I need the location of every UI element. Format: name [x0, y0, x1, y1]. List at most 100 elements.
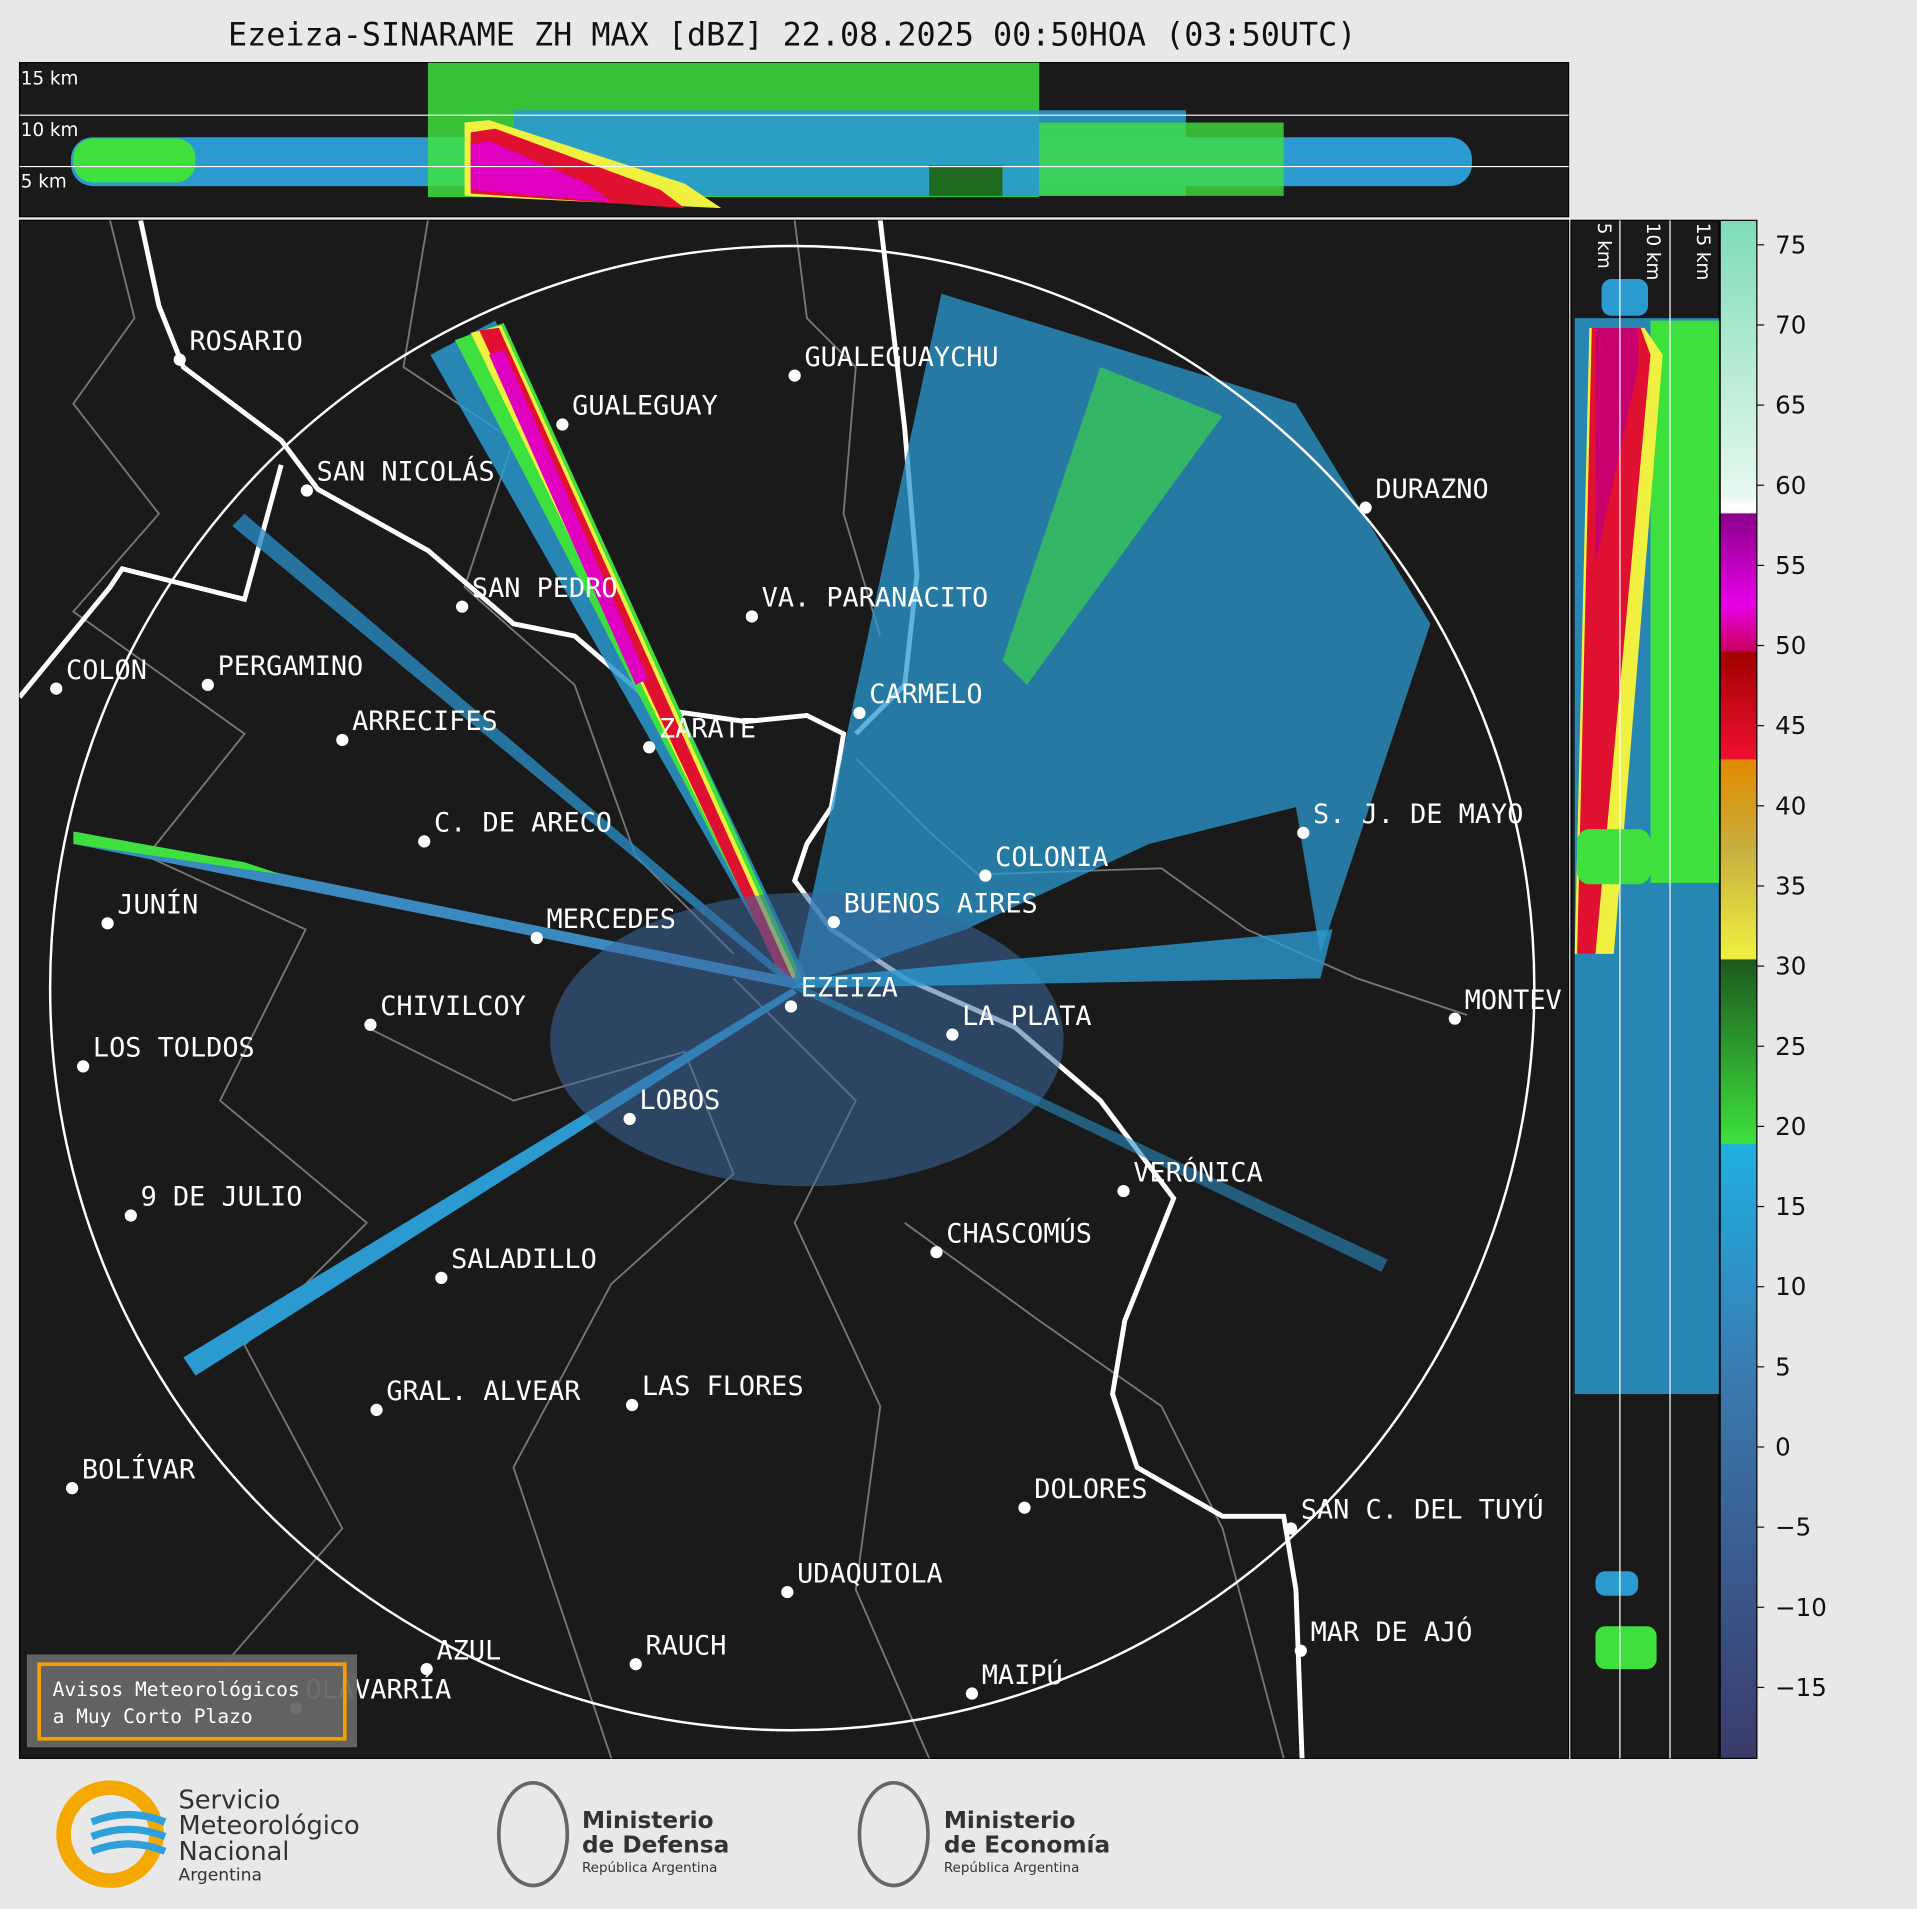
city-label: EZEIZA — [801, 973, 898, 1004]
city-dot — [965, 1687, 979, 1700]
title: Ezeiza-SINARAME ZH MAX [dBZ] 22.08.2025 … — [228, 18, 1356, 54]
city-label: VERÓNICA — [1133, 1156, 1262, 1188]
logo-smn: Servicio Meteorológico Nacional Argentin… — [56, 1780, 360, 1888]
city-label: GRAL. ALVEAR — [386, 1376, 581, 1407]
colorbar-label: 65 — [1775, 391, 1806, 420]
city-dot — [66, 1482, 79, 1495]
city-dot — [420, 1662, 433, 1676]
city-label: SAN NICOLÁS — [317, 456, 495, 488]
city-dot — [173, 353, 186, 366]
warning-text[interactable]: a Muy Corto Plazo — [53, 1705, 253, 1728]
city-dot — [788, 369, 801, 382]
city-dot — [77, 1060, 90, 1073]
city-dot — [336, 733, 349, 747]
city-label: COLON — [66, 655, 147, 686]
colorbar-label: 75 — [1775, 230, 1806, 259]
city-dot — [643, 741, 656, 754]
logo-text: Nacional — [178, 1837, 289, 1867]
city-dot — [435, 1271, 448, 1284]
city-label: MERCEDES — [546, 904, 675, 935]
logo-text: República Argentina — [582, 1860, 717, 1876]
height-label: 5 km — [1593, 223, 1614, 269]
city-dot — [456, 600, 469, 613]
city-label: UDAQUIOLA — [797, 1558, 943, 1589]
city-dot — [530, 931, 543, 945]
city-label: 9 DE JULIO — [141, 1182, 303, 1213]
city-dot — [625, 1398, 639, 1412]
height-label: 15 km — [21, 69, 79, 90]
city-label: ROSARIO — [189, 326, 302, 357]
colorbar-label: 70 — [1775, 310, 1806, 339]
colorbar-label: 55 — [1775, 551, 1806, 580]
city-dot — [418, 835, 431, 848]
logo-text: de Defensa — [582, 1831, 729, 1858]
city-dot — [930, 1246, 943, 1259]
city-label: MAR DE AJÓ — [1311, 1616, 1473, 1648]
logo-text: República Argentina — [944, 1860, 1079, 1876]
colorbar-label: 5 — [1775, 1352, 1791, 1381]
city-label: LAS FLORES — [642, 1371, 804, 1402]
city-label: RAUCH — [646, 1630, 727, 1661]
colorbar — [1719, 219, 1758, 1759]
city-dot — [300, 484, 313, 497]
city-label: VA. PARANACITO — [762, 583, 989, 614]
city-dot — [784, 1000, 798, 1013]
city-dot — [629, 1658, 642, 1671]
logo-text: Argentina — [178, 1866, 261, 1886]
city-label: PERGAMINO — [218, 651, 364, 682]
city-label: MONTEV — [1465, 985, 1562, 1016]
city-dot — [745, 610, 758, 623]
map-layer: ROSARIO GUALEGUAYCHU GUALEGUAY SAN NICOLÁS D… — [19, 220, 1562, 1759]
city-label: LA PLATA — [962, 1001, 1091, 1032]
colorbar-label: −10 — [1775, 1593, 1827, 1622]
colorbar-label: 25 — [1775, 1032, 1806, 1061]
colorbar-label: 30 — [1775, 952, 1806, 981]
city-label: AZUL — [436, 1635, 501, 1666]
colorbar-label: −5 — [1775, 1513, 1811, 1542]
colorbar-label: 0 — [1775, 1433, 1791, 1462]
city-dot — [370, 1403, 383, 1417]
city-dot — [1448, 1012, 1461, 1025]
city-label: GUALEGUAY — [572, 391, 718, 422]
city-dot — [1294, 1644, 1307, 1657]
height-label: 5 km — [21, 171, 67, 192]
city-dot — [781, 1585, 794, 1599]
city-dot — [1117, 1184, 1130, 1198]
colorbar-label: 10 — [1775, 1272, 1806, 1301]
city-label: C. DE ARECO — [434, 808, 612, 839]
logo-text: Ministerio — [582, 1807, 714, 1834]
colorbar-label: 60 — [1775, 471, 1806, 500]
range-ring — [48, 244, 1536, 1732]
warning-text[interactable]: Avisos Meteorológicos — [53, 1678, 300, 1701]
colorbar-label: 40 — [1775, 791, 1806, 820]
city-dot — [1018, 1501, 1031, 1514]
city-dot — [1284, 1522, 1298, 1535]
city-dot — [364, 1018, 377, 1031]
city-label: ZÁRATE — [659, 712, 756, 744]
warning-box[interactable] — [26, 1654, 357, 1748]
city-dot — [979, 869, 992, 882]
logo-text: de Economía — [944, 1831, 1110, 1858]
echoes — [73, 293, 1431, 1376]
city-label: SAN C. DEL TUYÚ — [1301, 1494, 1544, 1526]
height-label: 10 km — [1642, 223, 1663, 281]
city-label: CHIVILCOY — [380, 991, 526, 1022]
colorbar-label: 15 — [1775, 1192, 1806, 1221]
city-label: BUENOS AIRES — [844, 888, 1038, 919]
colorbar-label: −15 — [1775, 1673, 1827, 1702]
logo-text: Servicio — [178, 1785, 280, 1815]
logo-text: Ministerio — [944, 1807, 1076, 1834]
city-label: ARRECIFES — [352, 706, 498, 737]
city-label: LOS TOLDOS — [93, 1033, 255, 1064]
city-label: S. J. DE MAYO — [1313, 799, 1523, 830]
logo-text: Meteorológico — [178, 1811, 359, 1841]
city-label: DURAZNO — [1375, 474, 1488, 505]
logo-defensa: Ministerio de Defensa República Argentin… — [496, 1780, 729, 1888]
city-dot — [623, 1112, 636, 1126]
city-label: JUNÍN — [117, 889, 198, 921]
city-label: GUALEGUAYCHU — [804, 342, 998, 373]
city-dot — [853, 706, 866, 720]
city-label: SAN PEDRO — [472, 573, 618, 604]
